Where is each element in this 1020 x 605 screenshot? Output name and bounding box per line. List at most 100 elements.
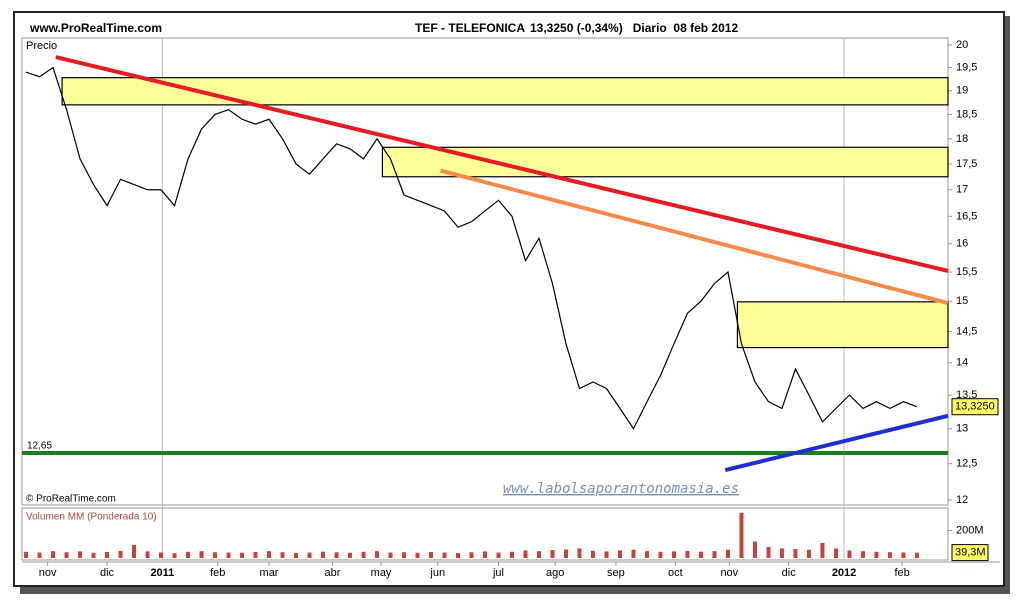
volume-bar (766, 547, 771, 558)
x-tick-label: mar (260, 567, 279, 579)
volume-bar (590, 550, 595, 558)
chart-subtitle: 13,3250 (-0,34%) Diario 08 feb 2012 (530, 21, 738, 35)
current-volume-label: 39,3M (955, 547, 986, 559)
volume-bar (860, 551, 865, 558)
x-tick-label: nov (39, 567, 57, 579)
volume-bar (604, 551, 609, 558)
volume-bar (725, 549, 730, 558)
volume-bar (280, 552, 285, 558)
volume-bar (483, 551, 487, 558)
volume-bar (226, 552, 231, 558)
volume-bar (779, 548, 784, 558)
volume-bar (644, 551, 649, 558)
volume-bar (698, 551, 703, 558)
volume-bar (469, 552, 474, 558)
volume-bar (402, 552, 407, 558)
volume-bar (213, 552, 218, 558)
volume-bar (361, 551, 366, 558)
volume-bar (145, 551, 150, 558)
volume-bar (847, 550, 852, 558)
y-label: Precio (26, 40, 57, 52)
volume-bar (199, 551, 204, 558)
y-tick-label: 14,5 (956, 325, 977, 337)
y-tick-label: 19,5 (956, 61, 977, 73)
volume-bar (536, 551, 541, 558)
price-panel (21, 37, 949, 506)
y-tick-label: 18,5 (956, 108, 977, 120)
volume-bar (132, 544, 137, 558)
volume-bar (24, 551, 29, 558)
y-tick-label: 12,5 (956, 458, 977, 470)
x-tick-label: jul (492, 567, 504, 579)
volume-bar (307, 552, 312, 558)
volume-bar (253, 551, 258, 558)
volume-bar (267, 551, 272, 558)
volume-bar (631, 549, 636, 558)
y-tick-label: 16,5 (956, 210, 977, 222)
y-tick-label: 17 (956, 184, 968, 196)
volume-bar (833, 548, 838, 558)
volume-bar (321, 551, 326, 558)
volume-bar (820, 542, 825, 558)
volume-bar (294, 552, 299, 558)
volume-bar (739, 512, 744, 558)
volume-bar (172, 553, 177, 558)
x-tick-label: oct (668, 567, 683, 579)
volume-bar (64, 552, 69, 558)
y-tick-label: 15,5 (956, 266, 977, 278)
volume-title: Volumen MM (Ponderada 10) (26, 512, 157, 523)
trend-line (724, 413, 949, 473)
zone (736, 301, 949, 349)
y-tick-label: 13 (956, 423, 968, 435)
x-tick-label: feb (210, 567, 225, 579)
volume-bar (186, 551, 191, 558)
volume-bar (887, 552, 892, 558)
y-tick-label: 20 (956, 39, 968, 51)
volume-bar (415, 552, 420, 558)
volume-bar (334, 552, 339, 558)
frame (13, 11, 1005, 587)
volume-bar (91, 552, 96, 558)
y-tick-label: 18 (956, 133, 968, 145)
volume-bar (712, 551, 717, 558)
y-tick-label: 15 (956, 295, 968, 307)
y-tick-label: 12 (956, 494, 968, 506)
current-price-label: 13,3250 (955, 401, 995, 413)
price-line (25, 66, 918, 430)
volume-bar (752, 541, 757, 558)
volume-bar (37, 552, 42, 558)
x-tick-label: nov (720, 567, 738, 579)
trend-line (55, 55, 949, 273)
volume-bar (563, 549, 568, 558)
x-tick-label: feb (894, 567, 909, 579)
volume-bar (617, 550, 622, 558)
watermark: www.labolsaporantonomasia.es (503, 481, 739, 497)
volume-bar (118, 550, 123, 558)
y-tick-label: 13,5 (956, 389, 977, 401)
volume-tick-label: 200M (956, 524, 984, 536)
y-tick-label: 14 (956, 357, 968, 369)
volume-bar (51, 551, 56, 558)
level-label: 12,65 (27, 441, 52, 452)
volume-panel (21, 507, 949, 561)
volume-bar (523, 550, 528, 558)
volume-bar (105, 551, 110, 558)
zone (61, 77, 949, 106)
volume-bar (806, 549, 811, 558)
source: www.ProRealTime.com (29, 21, 162, 35)
volume-bar (671, 551, 676, 558)
y-tick-label: 16 (956, 238, 968, 250)
x-tick-label: abr (325, 567, 341, 579)
volume-bar (429, 551, 434, 558)
volume-bar (793, 549, 798, 558)
x-tick-label: ago (546, 567, 564, 579)
volume-bar (375, 551, 380, 558)
volume-bar (550, 550, 555, 558)
volume-bar (658, 551, 663, 558)
y-tick-label: 19 (956, 85, 968, 97)
x-tick-label: may (371, 567, 392, 579)
volume-bar (496, 552, 501, 558)
x-tick-label: dic (782, 567, 797, 579)
